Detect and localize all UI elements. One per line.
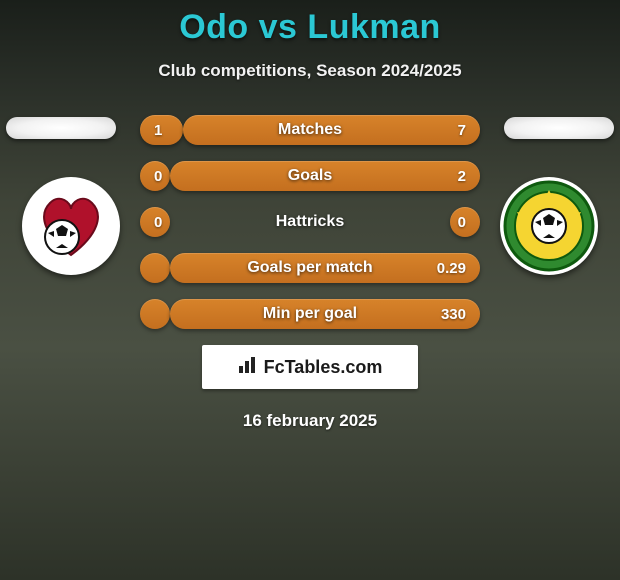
stat-bar-left: 1 (140, 115, 183, 145)
stat-value-left: 1 (140, 122, 176, 139)
bar-chart-icon (238, 356, 258, 379)
content-container: Odo vs Lukman Club competitions, Season … (0, 0, 620, 431)
title-player-left: Odo (179, 8, 248, 46)
page-title: Odo vs Lukman (0, 8, 620, 47)
date-text: 16 february 2025 (0, 411, 620, 431)
stat-value-right: 2 (444, 168, 480, 185)
stat-bar-right: 2 (170, 161, 480, 191)
stat-value-right: 0.29 (423, 260, 480, 277)
title-player-right: Lukman (307, 8, 440, 46)
stat-bar-right: 330 (170, 299, 480, 329)
title-separator: vs (259, 8, 298, 46)
stat-label: Hattricks (0, 213, 620, 231)
stat-bar-right: 0.29 (170, 253, 480, 283)
stat-row: 17Matches (0, 115, 620, 145)
stat-bar-left: 0 (140, 207, 170, 237)
stat-bar-left (140, 253, 170, 283)
rows-host: 17Matches02Goals00Hattricks0.29Goals per… (0, 115, 620, 329)
brand-badge[interactable]: FcTables.com (202, 345, 418, 389)
stat-row: 330Min per goal (0, 299, 620, 329)
stat-row: 02Goals (0, 161, 620, 191)
comparison-bars: 17Matches02Goals00Hattricks0.29Goals per… (0, 115, 620, 329)
stat-value-right: 7 (444, 122, 480, 139)
stat-bar-left: 0 (140, 161, 170, 191)
subtitle: Club competitions, Season 2024/2025 (0, 61, 620, 81)
stat-row: 0.29Goals per match (0, 253, 620, 283)
stat-value-right: 330 (427, 306, 480, 323)
stat-bar-right: 7 (183, 115, 480, 145)
stat-value-right: 0 (444, 214, 480, 231)
brand-text: FcTables.com (264, 357, 383, 378)
stat-row: 00Hattricks (0, 207, 620, 237)
stat-bar-right: 0 (450, 207, 480, 237)
stat-bar-left (140, 299, 170, 329)
stat-value-left: 0 (140, 214, 176, 231)
